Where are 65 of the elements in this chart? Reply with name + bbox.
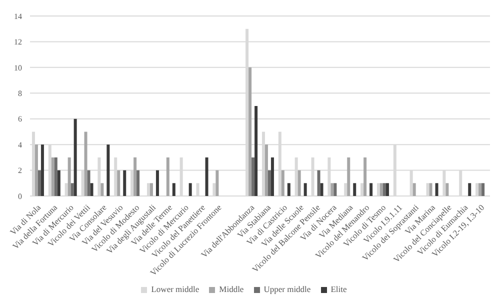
legend-label: Upper middle (264, 284, 311, 294)
bar (34, 144, 38, 196)
bar (216, 170, 219, 196)
bar (347, 157, 350, 196)
bar (317, 170, 320, 196)
bar (254, 106, 258, 196)
legend-label: Middle (219, 284, 244, 294)
y-tick-label: 2 (18, 166, 22, 176)
bar (54, 157, 58, 196)
bar (134, 157, 137, 196)
bar (68, 157, 71, 196)
bar (90, 183, 94, 196)
bar (298, 170, 301, 196)
bar (57, 170, 60, 196)
bar (268, 170, 271, 196)
y-tick-label: 14 (14, 12, 22, 21)
bar (380, 183, 383, 196)
bar (38, 170, 41, 196)
bar (382, 183, 386, 196)
bar (156, 170, 159, 196)
bar (412, 183, 416, 196)
bar (74, 118, 77, 196)
bar (386, 183, 389, 196)
bar (320, 183, 324, 196)
y-tick-label: 0 (18, 192, 22, 201)
bar (304, 183, 307, 196)
y-tick-label: 4 (18, 140, 22, 150)
bar (117, 170, 120, 196)
bar (482, 183, 485, 196)
bar (287, 183, 290, 196)
bar (370, 183, 373, 196)
bar (270, 157, 274, 196)
bar (281, 170, 284, 196)
y-tick-label: 12 (14, 38, 22, 47)
bar (123, 170, 126, 196)
bar (334, 183, 337, 196)
bar (87, 170, 90, 196)
bar (51, 157, 54, 196)
bar (252, 157, 255, 196)
y-tick-label: 6 (18, 114, 22, 124)
bar (364, 157, 367, 196)
bar (70, 183, 74, 196)
bar (264, 144, 268, 196)
bar (446, 183, 449, 196)
bar (84, 132, 88, 196)
bar (429, 183, 432, 196)
legend-label: Elite (330, 284, 347, 294)
bar (478, 183, 482, 196)
bar (188, 183, 192, 196)
y-tick-label: 10 (14, 63, 22, 72)
bar (172, 183, 176, 196)
bar (106, 144, 110, 196)
bar (150, 183, 153, 196)
bar (100, 183, 104, 196)
bar (468, 183, 472, 196)
y-tick-label: 8 (18, 88, 22, 98)
bar (166, 157, 170, 196)
bar (435, 183, 438, 196)
bar (353, 183, 356, 196)
bar (330, 183, 334, 196)
bar (40, 144, 44, 196)
bar (205, 157, 208, 196)
bar (136, 170, 140, 196)
bar (248, 67, 252, 196)
legend-label: Lower middle (151, 284, 200, 294)
